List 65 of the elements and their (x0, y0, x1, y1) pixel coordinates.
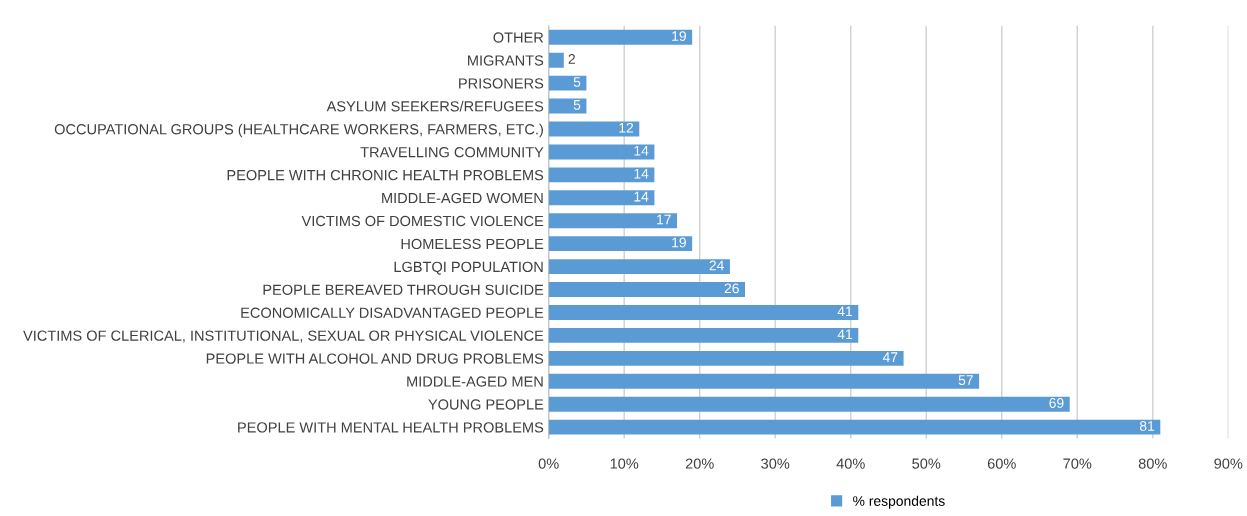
data-label: 14 (634, 191, 649, 202)
data-label: 47 (882, 352, 898, 362)
bar (548, 419, 1161, 435)
y-tick-label: PEOPLE WITH CHRONIC HEALTH PROBLEMS (227, 169, 544, 181)
y-tick-label: VICTIMS OF DOMESTIC VIOLENCE (301, 215, 544, 227)
y-tick-label: HOMELESS PEOPLE (401, 238, 544, 250)
data-label: 14 (634, 168, 649, 179)
bar (548, 373, 980, 389)
y-tick-label: LGBTQI POPULATION (394, 261, 543, 275)
data-label: 19 (672, 237, 686, 248)
x-tick-label: 60% (987, 458, 1016, 469)
bar (548, 305, 859, 320)
bar (548, 190, 655, 206)
y-tick-label: PRISONERS (459, 78, 544, 89)
bar (548, 121, 640, 137)
data-label: 69 (1049, 398, 1064, 408)
x-tick-label: 30% (761, 458, 790, 469)
bar (548, 396, 1070, 412)
data-label: 81 (1139, 421, 1155, 431)
bar (548, 29, 693, 45)
data-label: 41 (837, 329, 853, 339)
data-label: 24 (709, 260, 724, 271)
data-label: 17 (657, 214, 671, 225)
x-tick-label: 50% (912, 458, 941, 469)
bar (548, 52, 564, 68)
bar (548, 98, 587, 114)
y-tick-label: YOUNG PEOPLE (428, 399, 544, 410)
data-label: 57 (958, 375, 973, 385)
x-tick-label: 90% (1214, 458, 1243, 469)
y-tick-label: OCCUPATIONAL GROUPS (HEALTHCARE WORKERS, FARMERS, ETC.) (54, 123, 543, 138)
data-label: 19 (672, 31, 686, 41)
data-label: 14 (634, 145, 649, 156)
bar (548, 75, 587, 91)
y-tick-label: PEOPLE WITH MENTAL HEALTH PROBLEMS (238, 422, 544, 433)
bar (548, 350, 904, 366)
bar (548, 259, 730, 275)
y-tick-label: ECONOMICALLY DISADVANTAGED PEOPLE (241, 307, 544, 318)
y-tick-label: OTHER (493, 32, 544, 43)
y-tick-label: VICTIMS OF CLERICAL, INSTITUTIONAL, SEXUAL OR PHYSICAL VIOLENCE (23, 330, 544, 343)
y-tick-label: PEOPLE BEREAVED THROUGH SUICIDE (263, 284, 544, 295)
data-label: 5 (573, 100, 581, 110)
y-tick-label: MIGRANTS (468, 55, 544, 66)
x-tick-label: 20% (685, 458, 714, 469)
y-tick-label: ASYLUM SEEKERS/REFUGEES (326, 100, 544, 112)
x-tick-label: 10% (610, 458, 639, 469)
y-tick-label: MIDDLE-AGED WOMEN (382, 192, 543, 204)
y-tick-label: MIDDLE-AGED MEN (407, 376, 543, 387)
data-label: 26 (724, 283, 739, 294)
bar (548, 236, 693, 252)
x-tick-label: 70% (1063, 458, 1092, 469)
bar (548, 144, 655, 160)
data-label: 12 (619, 122, 634, 133)
bar (548, 327, 859, 343)
bar (548, 282, 746, 297)
data-label: 2 (568, 54, 575, 64)
bar (548, 213, 678, 229)
y-tick-label: PEOPLE WITH ALCOHOL AND DRUG PROBLEMS (206, 353, 544, 364)
bar (548, 167, 655, 183)
x-tick-label: 40% (836, 458, 865, 469)
y-tick-label: TRAVELLING COMMUNITY (360, 147, 544, 158)
legend-label: % respondents (853, 495, 945, 509)
data-label: 5 (573, 77, 581, 87)
x-tick-label: 0% (538, 458, 559, 469)
data-label: 41 (837, 306, 853, 317)
x-tick-label: 80% (1138, 458, 1167, 469)
